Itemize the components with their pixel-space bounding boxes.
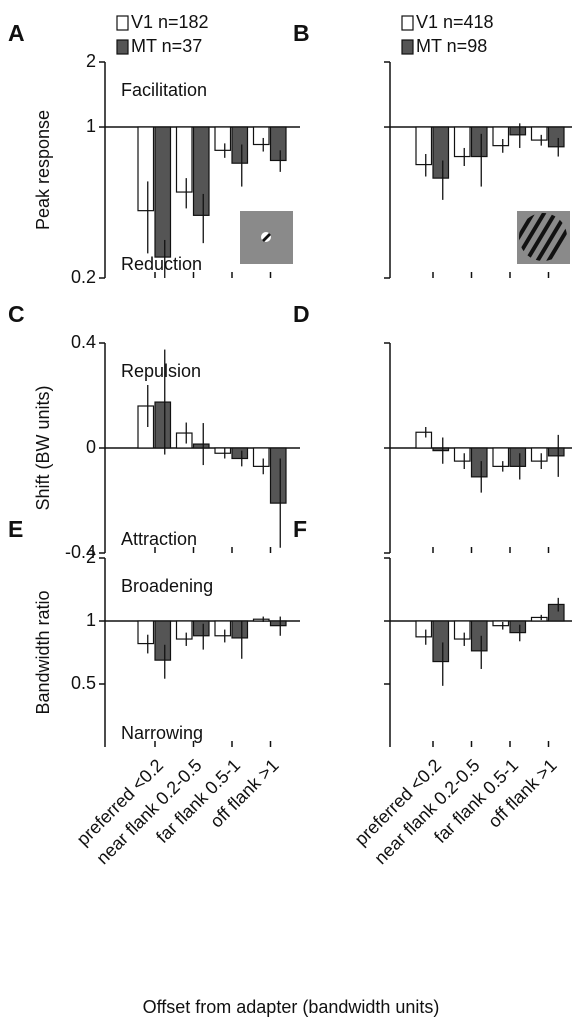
- y-tick-label: 2: [86, 51, 96, 71]
- legend-swatch: [117, 40, 128, 54]
- y-tick-label: 1: [86, 116, 96, 136]
- y-tick-label: 0: [86, 437, 96, 457]
- legend-label: V1 n=418: [416, 12, 494, 32]
- y-tick-label: 0.5: [71, 673, 96, 693]
- annotation: Repulsion: [121, 361, 201, 381]
- y-axis-label: Shift (BW units): [33, 385, 53, 510]
- bar: [232, 621, 248, 638]
- bar: [472, 448, 488, 477]
- bar: [232, 448, 248, 459]
- bar: [138, 621, 154, 644]
- y-tick-label: 0.4: [71, 332, 96, 352]
- bar: [232, 127, 248, 163]
- bar: [510, 448, 526, 466]
- y-tick-label: 1: [86, 610, 96, 630]
- bar: [194, 127, 210, 215]
- bar: [472, 621, 488, 651]
- panel-letter: B: [293, 20, 310, 46]
- bar: [254, 619, 270, 621]
- bar: [549, 127, 565, 147]
- bar: [155, 621, 171, 660]
- annotation: Broadening: [121, 576, 213, 596]
- legend-label: MT n=98: [416, 36, 487, 56]
- bar: [155, 127, 171, 257]
- y-tick-label: 2: [86, 547, 96, 567]
- y-tick-label: 0.2: [71, 267, 96, 287]
- figure: Offset from adapter (bandwidth units) A 2…: [0, 0, 582, 1026]
- bar: [416, 127, 432, 165]
- legend-label: MT n=37: [131, 36, 202, 56]
- bar: [138, 127, 154, 211]
- y-axis-label: Bandwidth ratio: [33, 590, 53, 714]
- bar: [433, 127, 449, 178]
- bar: [493, 127, 509, 146]
- bar: [416, 432, 432, 448]
- bar: [416, 621, 432, 637]
- bar: [433, 448, 449, 451]
- annotation: Narrowing: [121, 723, 203, 743]
- legend-swatch: [402, 16, 413, 30]
- stimulus-icon-small: [240, 211, 293, 264]
- bar: [138, 406, 154, 448]
- bar: [271, 621, 287, 626]
- bar: [455, 621, 471, 639]
- bar: [177, 621, 193, 639]
- bar: [215, 621, 231, 636]
- bar: [254, 448, 270, 466]
- bar: [510, 127, 526, 135]
- panel-letter: F: [293, 516, 307, 542]
- bar: [433, 621, 449, 662]
- bar: [155, 402, 171, 448]
- bar: [194, 444, 210, 448]
- bar: [549, 604, 565, 621]
- annotation: Attraction: [121, 529, 197, 549]
- bar: [215, 448, 231, 453]
- y-axis-label: Peak response: [33, 110, 53, 230]
- panel-letter: A: [8, 20, 25, 46]
- bar: [510, 621, 526, 633]
- legend-swatch: [117, 16, 128, 30]
- bar: [532, 448, 548, 461]
- bar: [194, 621, 210, 636]
- stimulus-icon-grating: [492, 195, 582, 285]
- bar: [472, 127, 488, 157]
- bar: [493, 621, 509, 626]
- bar: [532, 127, 548, 140]
- bar: [549, 448, 565, 456]
- annotation: Facilitation: [121, 80, 207, 100]
- bar: [455, 127, 471, 157]
- panel-letter: E: [8, 516, 23, 542]
- legend-label: V1 n=182: [131, 12, 209, 32]
- legend-swatch: [402, 40, 413, 54]
- bar: [215, 127, 231, 150]
- bar: [271, 448, 287, 503]
- bar: [177, 127, 193, 192]
- bar: [493, 448, 509, 466]
- x-axis-label: Offset from adapter (bandwidth units): [143, 997, 440, 1017]
- panel-letter: C: [8, 301, 25, 327]
- bar: [254, 127, 270, 144]
- panel-letter: D: [293, 301, 310, 327]
- bar: [532, 617, 548, 621]
- bar: [455, 448, 471, 461]
- bar: [271, 127, 287, 160]
- bar: [177, 433, 193, 448]
